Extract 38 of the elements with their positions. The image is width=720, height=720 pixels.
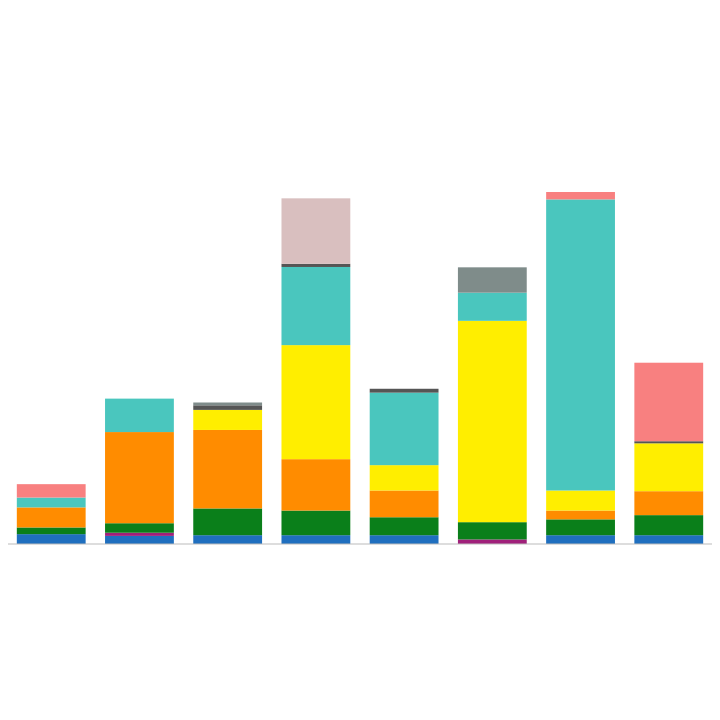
bar (281, 266, 351, 346)
bar (369, 465, 439, 491)
bar (281, 510, 351, 536)
bar (281, 535, 351, 544)
bar (16, 507, 86, 528)
bar (16, 527, 86, 535)
bar (16, 534, 86, 544)
bar (16, 497, 86, 508)
bar (281, 459, 351, 511)
bar (457, 292, 527, 321)
bar (105, 398, 174, 433)
bar (105, 432, 174, 524)
bar (281, 345, 351, 460)
bar (369, 392, 439, 466)
bar (281, 198, 351, 264)
bar (634, 515, 704, 536)
bar (369, 535, 439, 544)
bar (457, 320, 527, 523)
bar (546, 490, 615, 511)
bar (546, 535, 615, 544)
bar (634, 443, 704, 492)
bar (634, 491, 704, 516)
bar (457, 522, 527, 540)
bar (457, 267, 527, 293)
bar (16, 484, 86, 498)
bar (105, 523, 174, 533)
bar (193, 535, 263, 544)
bar (193, 409, 263, 430)
bar (369, 490, 439, 518)
bar (369, 517, 439, 536)
bar (546, 199, 615, 491)
bar (546, 192, 615, 200)
bar (193, 508, 263, 536)
bar (546, 510, 615, 520)
bar (193, 429, 263, 509)
bar (634, 362, 704, 442)
bar (634, 535, 704, 544)
bar (546, 519, 615, 536)
